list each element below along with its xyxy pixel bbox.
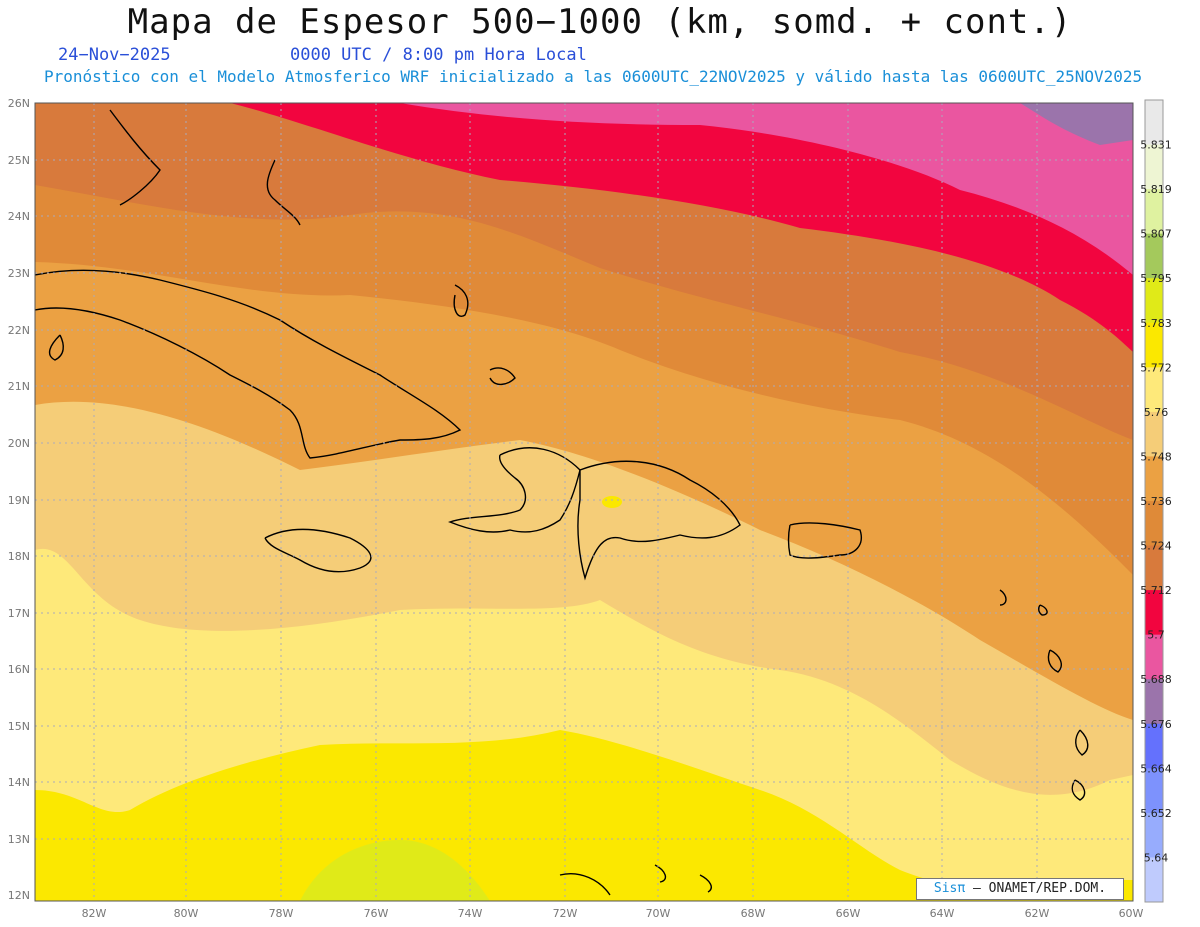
thickness-field [35, 103, 1133, 901]
latitude-labels: 26N 25N 24N 23N 22N 21N 20N 19N 18N 17N … [8, 97, 30, 902]
colorbar-swatch [1145, 322, 1163, 368]
lat-label: 15N [8, 720, 30, 733]
lon-label: 70W [646, 907, 671, 920]
lat-label: 20N [8, 437, 30, 450]
colorbar-label: 5.831 [1140, 139, 1172, 152]
colorbar-label: 5.807 [1140, 228, 1172, 241]
colorbar-swatch [1145, 411, 1163, 457]
longitude-labels: 82W 80W 78W 76W 74W 72W 70W 68W 66W 64W … [82, 907, 1144, 920]
colorbar-swatch [1145, 768, 1163, 814]
lat-label: 16N [8, 663, 30, 676]
colorbar-label: 5.64 [1144, 851, 1169, 864]
credit-text: – ONAMET/REP.DOM. [973, 881, 1107, 896]
colorbar-swatch [1145, 723, 1163, 769]
lat-label: 18N [8, 550, 30, 563]
colorbar-label: 5.795 [1140, 272, 1172, 285]
lat-label: 19N [8, 494, 30, 507]
colorbar-swatch [1145, 144, 1163, 190]
lon-label: 78W [269, 907, 294, 920]
map-frame [34, 102, 1134, 902]
colorbar-swatch [1145, 189, 1163, 235]
colorbar-label: 5.783 [1140, 317, 1172, 330]
valid-time: 0000 UTC / 8:00 pm Hora Local [290, 45, 587, 65]
colorbar-label: 5.712 [1140, 584, 1172, 597]
lon-label: 80W [174, 907, 199, 920]
colorbar-swatch [1145, 278, 1163, 324]
lon-label: 82W [82, 907, 107, 920]
colorbar-label: 5.736 [1140, 495, 1172, 508]
lon-label: 60W [1119, 907, 1144, 920]
colorbar-label: 5.664 [1140, 762, 1172, 775]
lat-label: 25N [8, 154, 30, 167]
colorbar-swatch [1145, 100, 1163, 146]
lon-label: 72W [553, 907, 578, 920]
colorbar-swatch [1145, 501, 1163, 547]
colorbar-swatch [1145, 679, 1163, 725]
graticule [35, 103, 1133, 901]
lat-label: 12N [8, 889, 30, 902]
colorbar-swatch [1145, 634, 1163, 680]
colorbar-swatch [1145, 233, 1163, 279]
colorbar-swatch [1145, 456, 1163, 502]
colorbar-swatch [1145, 590, 1163, 636]
colorbar-swatch [1145, 545, 1163, 591]
colorbar-label: 5.7 [1147, 629, 1165, 642]
colorbar-label: 5.676 [1140, 718, 1172, 731]
lat-label: 21N [8, 380, 30, 393]
colorbar-swatch [1145, 812, 1163, 858]
lon-label: 74W [458, 907, 483, 920]
colorbar: 5.831 5.819 5.807 5.795 5.783 5.772 5.76 5.748 5… [1140, 99, 1172, 903]
colorbar-label: 5.772 [1140, 361, 1172, 374]
lat-label: 13N [8, 833, 30, 846]
map-title: Mapa de Espesor 500−1000 (km, somd. + co… [127, 2, 1073, 42]
colorbar-label: 5.76 [1144, 406, 1169, 419]
lat-label: 17N [8, 607, 30, 620]
coastlines [35, 109, 1089, 896]
colorbar-swatch [1145, 857, 1163, 903]
sis-logo-text: Sisπ [933, 881, 966, 896]
lon-label: 76W [364, 907, 389, 920]
lon-label: 62W [1025, 907, 1050, 920]
colorbar-label: 5.724 [1140, 540, 1172, 553]
lat-label: 23N [8, 267, 30, 280]
lat-label: 14N [8, 776, 30, 789]
colorbar-swatch [1145, 367, 1163, 413]
lat-label: 22N [8, 324, 30, 337]
colorbar-frame [1144, 99, 1164, 903]
lat-label: 26N [8, 97, 30, 110]
valid-date: 24−Nov−2025 [58, 45, 171, 65]
lon-label: 68W [741, 907, 766, 920]
colorbar-label: 5.688 [1140, 673, 1172, 686]
lat-label: 24N [8, 210, 30, 223]
lon-label: 64W [930, 907, 955, 920]
colorbar-label: 5.819 [1140, 183, 1172, 196]
forecast-info: Pronóstico con el Modelo Atmosferico WRF… [44, 67, 1143, 86]
colorbar-label: 5.748 [1140, 450, 1172, 463]
lon-label: 66W [836, 907, 861, 920]
credit-box: Sisπ – ONAMET/REP.DOM. [916, 878, 1124, 900]
colorbar-label: 5.652 [1140, 807, 1172, 820]
